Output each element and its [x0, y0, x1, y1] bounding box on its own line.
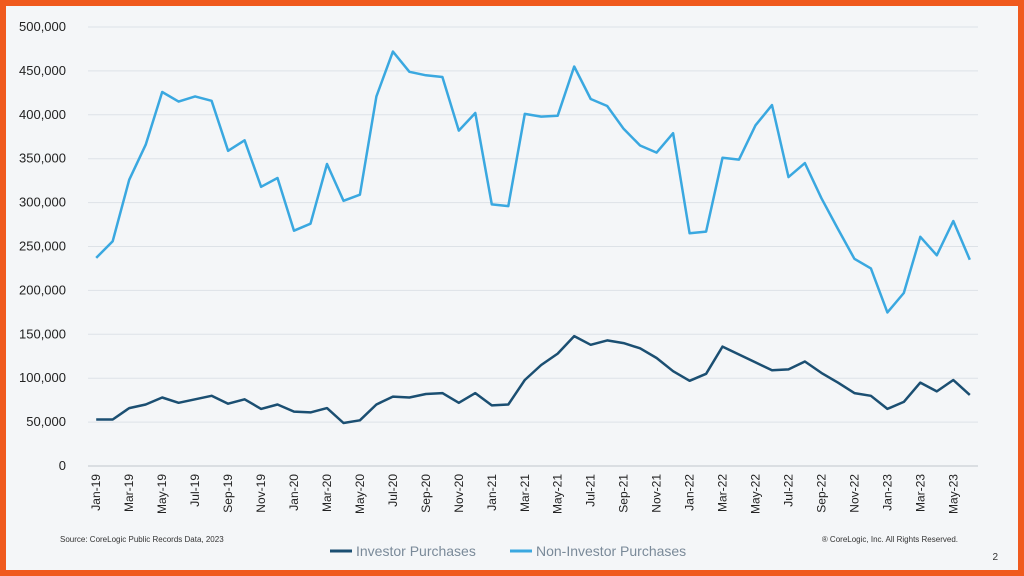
x-tick-label: Sep-20 — [419, 474, 433, 513]
x-tick-label: Jan-21 — [485, 474, 499, 511]
series-line-non-investor — [95, 50, 971, 314]
y-tick-label: 500,000 — [19, 19, 66, 34]
x-tick-label: Jul-22 — [781, 474, 795, 507]
y-tick-label: 100,000 — [19, 370, 66, 385]
x-tick-label: May-23 — [946, 474, 960, 514]
y-tick-label: 50,000 — [26, 414, 66, 429]
x-tick-label: Jan-20 — [287, 474, 301, 511]
y-tick-label: 250,000 — [19, 239, 66, 254]
copyright-note: ® CoreLogic, Inc. All Rights Reserved. — [822, 535, 958, 544]
x-tick-label: Mar-22 — [716, 474, 730, 512]
x-tick-label: May-19 — [155, 474, 169, 514]
x-tick-label: Jan-22 — [683, 474, 697, 511]
y-tick-label: 350,000 — [19, 151, 66, 166]
series-line-investor — [96, 334, 971, 425]
x-tick-label: Jul-20 — [386, 474, 400, 507]
x-tick-label: Jul-21 — [584, 474, 598, 507]
y-tick-label: 300,000 — [19, 195, 66, 210]
x-tick-label: May-21 — [551, 474, 565, 514]
x-tick-label: Nov-22 — [847, 474, 861, 513]
x-axis-ticks: Jan-19 Mar-19 May-19 Jul-19 Sep-19 Nov-19 Jan-… — [89, 474, 960, 514]
x-tick-label: Sep-22 — [814, 474, 828, 513]
legend-label-investor: Investor Purchases — [356, 543, 476, 559]
y-tick-label: 200,000 — [19, 282, 66, 297]
page-number: 2 — [992, 552, 998, 563]
x-tick-label: Mar-21 — [518, 474, 532, 512]
y-tick-label: 400,000 — [19, 107, 66, 122]
x-tick-label: Nov-19 — [254, 474, 268, 513]
source-note: Source: CoreLogic Public Records Data, 2… — [60, 535, 224, 544]
y-tick-label: 0 — [59, 458, 66, 473]
gridlines — [88, 26, 978, 467]
x-tick-label: May-20 — [353, 474, 367, 514]
x-tick-label: Nov-21 — [650, 474, 664, 513]
x-tick-label: Mar-23 — [913, 474, 927, 512]
x-tick-label: Mar-20 — [320, 474, 334, 512]
y-axis-ticks: 0 50,000 100,000 150,000 200,000 250,000 300,0… — [19, 19, 66, 473]
legend: Investor Purchases Non-Investor Purchase… — [330, 543, 686, 559]
y-tick-label: 450,000 — [19, 63, 66, 78]
y-tick-label: 150,000 — [19, 326, 66, 341]
x-tick-label: Sep-19 — [221, 474, 235, 513]
x-tick-label: Sep-21 — [617, 474, 631, 513]
x-tick-label: May-22 — [749, 474, 763, 514]
x-tick-label: Jan-23 — [880, 474, 894, 511]
x-tick-label: Jul-19 — [188, 474, 202, 507]
x-tick-label: Nov-20 — [452, 474, 466, 513]
x-tick-label: Jan-19 — [89, 474, 103, 511]
legend-label-non-investor: Non-Investor Purchases — [536, 543, 686, 559]
series-lines — [95, 50, 971, 425]
x-tick-label: Mar-19 — [122, 474, 136, 512]
